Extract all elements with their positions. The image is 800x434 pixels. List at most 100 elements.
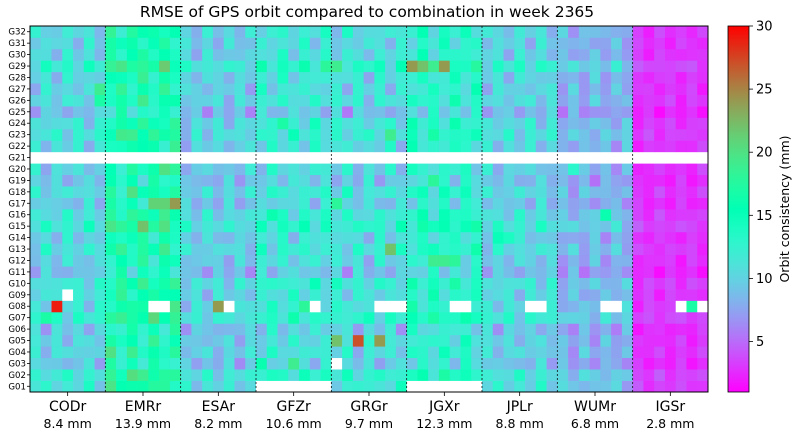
- heatmap-cell: [374, 163, 386, 176]
- heatmap-cell: [568, 117, 580, 130]
- heatmap-cell: [116, 243, 128, 256]
- heatmap-cell: [621, 117, 634, 130]
- heatmap-cell: [417, 220, 429, 233]
- heatmap-cell: [299, 163, 311, 176]
- heatmap-cell: [169, 231, 182, 244]
- heatmap-cell: [342, 277, 354, 290]
- heatmap-cell: [299, 71, 311, 84]
- heatmap-cell: [51, 174, 63, 187]
- heatmap-cell: [266, 83, 278, 95]
- heatmap-cell: [288, 197, 300, 210]
- heatmap-cell: [331, 243, 343, 256]
- heatmap-cell: [417, 71, 429, 84]
- heatmap-cell: [664, 37, 677, 50]
- heatmap-cell: [73, 71, 85, 84]
- heatmap-cell: [331, 174, 343, 187]
- heatmap-cell: [256, 254, 268, 267]
- heatmap-cell: [320, 300, 332, 313]
- heatmap-cell: [51, 220, 63, 233]
- heatmap-cell: [277, 71, 289, 84]
- heatmap-cell: [180, 300, 192, 313]
- heatmap-cell: [116, 186, 128, 198]
- heatmap-cell: [83, 26, 95, 38]
- heatmap-cell: [288, 186, 300, 198]
- heatmap-cell: [428, 117, 440, 130]
- heatmap-cell: [202, 334, 214, 347]
- heatmap-cell: [288, 128, 300, 141]
- heatmap-cell: [385, 71, 397, 84]
- heatmap-cell: [546, 140, 558, 153]
- y-tick-label: G09: [8, 291, 26, 301]
- heatmap-cell: [374, 117, 386, 130]
- heatmap-cell: [137, 140, 149, 153]
- heatmap-cell: [212, 243, 225, 256]
- heatmap-cell: [137, 209, 149, 221]
- heatmap-cell: [73, 174, 85, 187]
- heatmap-cell: [514, 94, 526, 107]
- heatmap-cell: [180, 186, 192, 198]
- heatmap-cell: [621, 357, 634, 370]
- heatmap-cell: [126, 243, 138, 256]
- heatmap-cell: [589, 94, 601, 107]
- heatmap-cell: [62, 209, 74, 221]
- heatmap-cell: [503, 94, 515, 107]
- heatmap-cell: [600, 380, 612, 393]
- heatmap-cell: [105, 254, 117, 267]
- heatmap-cell: [632, 128, 644, 141]
- heatmap-cell: [116, 140, 128, 153]
- heatmap-cell: [438, 334, 451, 347]
- heatmap-cell: [374, 140, 386, 153]
- y-tick-label: G07: [8, 314, 26, 324]
- heatmap-cell: [363, 220, 375, 233]
- colorbar: [727, 25, 750, 393]
- heatmap-cell: [535, 231, 547, 244]
- heatmap-cell: [234, 197, 246, 210]
- heatmap-cell: [212, 163, 225, 176]
- heatmap-cell: [654, 300, 666, 313]
- heatmap-cell: [51, 117, 63, 130]
- heatmap-cell: [73, 380, 85, 393]
- heatmap-cell: [212, 334, 225, 347]
- heatmap-cell: [169, 71, 182, 84]
- heatmap-cell: [30, 60, 42, 73]
- heatmap-cell: [460, 220, 472, 233]
- heatmap-cell: [654, 60, 666, 73]
- heatmap-cell: [578, 117, 590, 130]
- heatmap-cell: [352, 94, 364, 107]
- heatmap-cell: [503, 300, 515, 313]
- heatmap-cell: [169, 209, 182, 221]
- heatmap-cell: [654, 151, 666, 164]
- heatmap-cell: [557, 197, 569, 210]
- heatmap-cell: [159, 311, 171, 324]
- heatmap-cell: [126, 128, 138, 141]
- heatmap-cell: [202, 71, 214, 84]
- heatmap-cell: [94, 311, 106, 324]
- heatmap-cell: [30, 369, 42, 381]
- heatmap-cell: [503, 311, 515, 324]
- heatmap-cell: [30, 346, 42, 359]
- heatmap-cell: [664, 231, 677, 244]
- heatmap-cell: [169, 357, 182, 370]
- heatmap-cell: [514, 140, 526, 153]
- heatmap-cell: [632, 26, 644, 38]
- heatmap-cell: [126, 209, 138, 221]
- heatmap-cell: [223, 197, 235, 210]
- heatmap-cell: [331, 346, 343, 359]
- heatmap-cell: [460, 106, 472, 118]
- heatmap-cell: [148, 163, 160, 176]
- heatmap-cell: [40, 231, 52, 244]
- heatmap-cell: [288, 209, 300, 221]
- heatmap-cell: [352, 106, 364, 118]
- heatmap-cell: [234, 163, 246, 176]
- heatmap-cell: [62, 48, 74, 61]
- heatmap-cell: [30, 140, 42, 153]
- heatmap-cell: [632, 48, 644, 61]
- heatmap-cell: [374, 209, 386, 221]
- heatmap-cell: [266, 94, 278, 107]
- heatmap-cell: [277, 231, 289, 244]
- heatmap-cell: [546, 128, 558, 141]
- heatmap-cell: [309, 106, 321, 118]
- heatmap-cell: [245, 300, 257, 313]
- heatmap-cell: [428, 83, 440, 95]
